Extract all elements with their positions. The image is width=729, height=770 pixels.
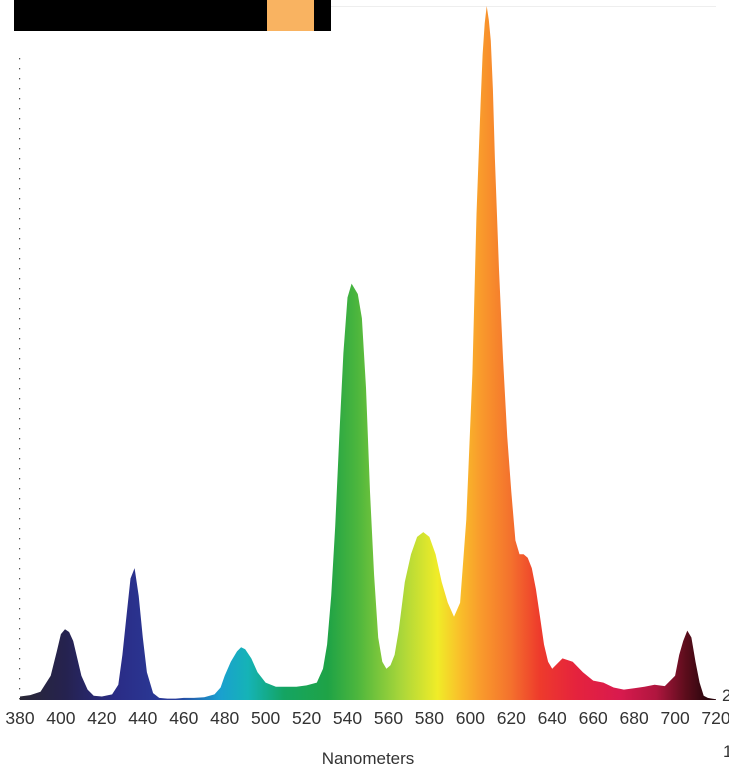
y-axis-dot (19, 168, 21, 170)
y-axis-dot (19, 458, 21, 460)
y-axis-dot (19, 668, 21, 670)
y-axis-dotted-line (19, 58, 21, 700)
x-axis-title: Nanometers (322, 749, 415, 768)
y-axis-dot (19, 628, 21, 630)
x-tick-label: 440 (128, 708, 157, 728)
x-tick-label: 380 (5, 708, 34, 728)
header-orange-swatch (267, 0, 314, 31)
y-axis-dot (19, 348, 21, 350)
x-tick-label: 720 (701, 708, 729, 728)
y-axis-dot (19, 408, 21, 410)
y-axis-dot (19, 208, 21, 210)
x-tick-label: 420 (87, 708, 116, 728)
y-axis-dot (19, 268, 21, 270)
y-axis-dot (19, 128, 21, 130)
y-axis-dot (19, 158, 21, 160)
y-axis-dot (19, 508, 21, 510)
right-edge-label-2: 2 (722, 686, 729, 705)
y-axis-dot (19, 188, 21, 190)
y-axis-dot (19, 248, 21, 250)
y-axis-dot (19, 308, 21, 310)
x-tick-label: 580 (415, 708, 444, 728)
y-axis-dot (19, 618, 21, 620)
y-axis-dot (19, 478, 21, 480)
y-axis-dot (19, 198, 21, 200)
y-axis-dot (19, 498, 21, 500)
header-black-bar (14, 0, 331, 31)
right-edge-label-1: 1 (723, 742, 729, 761)
y-axis-dot (19, 448, 21, 450)
y-axis-dot (19, 488, 21, 490)
y-axis-dot (19, 688, 21, 690)
y-axis-dot (19, 88, 21, 90)
y-axis-dot (19, 68, 21, 70)
y-axis-dot (19, 558, 21, 560)
y-axis-dot (19, 698, 21, 700)
x-tick-label: 500 (251, 708, 280, 728)
y-axis-dot (19, 678, 21, 680)
y-axis-dot (19, 328, 21, 330)
y-axis-dot (19, 338, 21, 340)
y-axis-dot (19, 528, 21, 530)
x-tick-label: 680 (619, 708, 648, 728)
x-tick-labels: 380 400 420 440 460 480 500 520 540 560 580 600 620 6… (5, 708, 729, 728)
header-rule-line (331, 6, 716, 7)
y-axis-dot (19, 98, 21, 100)
x-tick-label: 700 (660, 708, 689, 728)
y-axis-dot (19, 278, 21, 280)
y-axis-dot (19, 118, 21, 120)
y-axis-dot (19, 318, 21, 320)
y-axis-dot (19, 518, 21, 520)
y-axis-dot (19, 418, 21, 420)
x-tick-label: 400 (46, 708, 75, 728)
y-axis-dot (19, 138, 21, 140)
y-axis-dot (19, 178, 21, 180)
x-tick-label: 560 (374, 708, 403, 728)
y-axis-dot (19, 228, 21, 230)
y-axis-dot (19, 298, 21, 300)
y-axis-dot (19, 638, 21, 640)
y-axis-dot (19, 388, 21, 390)
y-axis-dot (19, 398, 21, 400)
y-axis-dot (19, 468, 21, 470)
y-axis-dot (19, 598, 21, 600)
x-tick-label: 520 (292, 708, 321, 728)
y-axis-dot (19, 658, 21, 660)
y-axis-dot (19, 78, 21, 80)
y-axis-dot (19, 548, 21, 550)
y-axis-dot (19, 568, 21, 570)
y-axis-dot (19, 288, 21, 290)
y-axis-dot (19, 218, 21, 220)
spectrum-area (20, 6, 716, 700)
y-axis-dot (19, 438, 21, 440)
x-tick-label: 600 (456, 708, 485, 728)
x-tick-label: 540 (333, 708, 362, 728)
x-tick-label: 480 (210, 708, 239, 728)
y-axis-dot (19, 588, 21, 590)
y-axis-dot (19, 648, 21, 650)
y-axis-dot (19, 578, 21, 580)
x-tick-label: 460 (169, 708, 198, 728)
y-axis-dot (19, 58, 21, 60)
y-axis-dot (19, 108, 21, 110)
y-axis-dot (19, 538, 21, 540)
x-tick-label: 640 (538, 708, 567, 728)
y-axis-dot (19, 368, 21, 370)
y-axis-dot (19, 258, 21, 260)
y-axis-dot (19, 428, 21, 430)
y-axis-dot (19, 378, 21, 380)
x-tick-label: 660 (579, 708, 608, 728)
y-axis-dot (19, 358, 21, 360)
y-axis-dot (19, 238, 21, 240)
x-tick-label: 620 (497, 708, 526, 728)
y-axis-dot (19, 608, 21, 610)
y-axis-dot (19, 148, 21, 150)
